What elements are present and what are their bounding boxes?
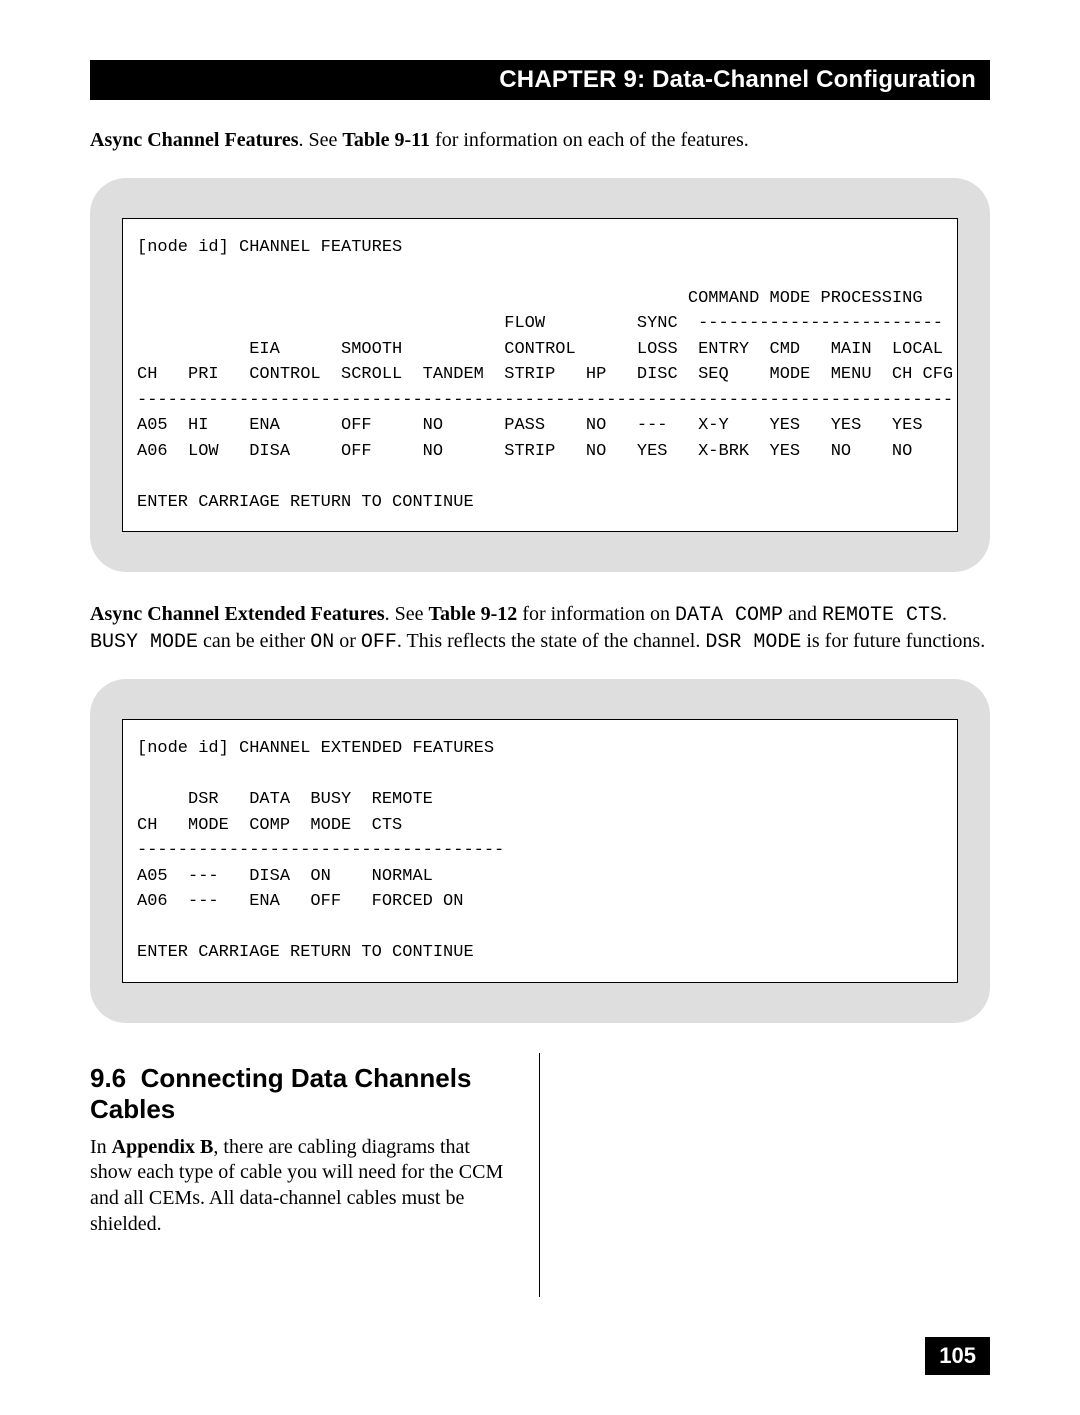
intro1-bold1: Async Channel Features	[90, 129, 299, 151]
terminal-output-2: [node id] CHANNEL EXTENDED FEATURES DSR …	[122, 719, 958, 983]
section-number: 9.6	[90, 1063, 126, 1093]
intro2-mono4: ON	[310, 631, 334, 654]
terminal-box-2: [node id] CHANNEL EXTENDED FEATURES DSR …	[90, 679, 990, 1023]
intro2-t8: is for future functions.	[801, 630, 985, 652]
intro2-t4: .	[942, 603, 947, 625]
section-title: Connecting Data Channels Cables	[90, 1063, 471, 1124]
intro2-t6: or	[334, 630, 361, 652]
terminal-output-1: [node id] CHANNEL FEATURES COMMAND MODE …	[122, 218, 958, 533]
intro2-mono1: DATA COMP	[675, 604, 783, 627]
section-body: In Appendix B, there are cabling diagram…	[90, 1135, 515, 1237]
intro1-t2: for information on each of the features.	[430, 129, 749, 151]
secbody-bold1: Appendix B	[112, 1136, 214, 1158]
intro2-t2: for information on	[517, 603, 675, 625]
two-column-section: 9.6 Connecting Data Channels Cables In A…	[90, 1053, 990, 1297]
intro2-bold1: Async Channel Extended Features	[90, 603, 385, 625]
intro1-bold2: Table 9-11	[342, 129, 430, 151]
secbody-t1: In	[90, 1136, 112, 1158]
page: CHAPTER 9: Data-Channel Configuration As…	[0, 0, 1080, 1415]
intro-paragraph-2: Async Channel Extended Features. See Tab…	[90, 602, 990, 655]
intro-paragraph-1: Async Channel Features. See Table 9-11 f…	[90, 128, 990, 154]
page-number-box: 105	[925, 1337, 990, 1375]
intro2-mono6: DSR MODE	[705, 631, 801, 654]
terminal-box-1: [node id] CHANNEL FEATURES COMMAND MODE …	[90, 178, 990, 573]
intro2-t1: . See	[385, 603, 429, 625]
intro2-mono2: REMOTE CTS	[822, 604, 942, 627]
intro2-mono3: BUSY MODE	[90, 631, 198, 654]
chapter-header-bar: CHAPTER 9: Data-Channel Configuration	[90, 60, 990, 100]
intro2-t5: can be either	[198, 630, 310, 652]
section-heading: 9.6 Connecting Data Channels Cables	[90, 1063, 515, 1125]
intro2-t3: and	[783, 603, 822, 625]
intro2-t7: . This reflects the state of the channel…	[397, 630, 705, 652]
page-footer: 105	[90, 1337, 990, 1375]
intro2-bold2: Table 9-12	[429, 603, 518, 625]
column-right	[540, 1053, 990, 1297]
intro1-t1: . See	[299, 129, 343, 151]
column-left: 9.6 Connecting Data Channels Cables In A…	[90, 1053, 540, 1297]
intro2-mono5: OFF	[361, 631, 397, 654]
